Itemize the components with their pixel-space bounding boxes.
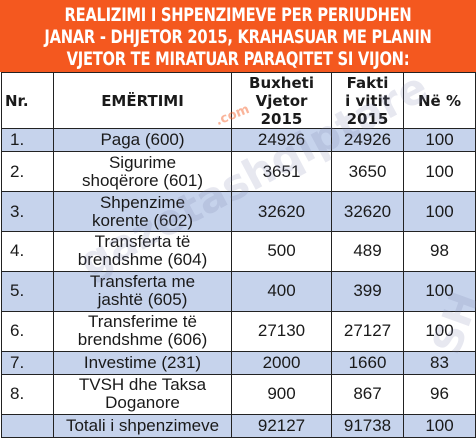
row-budget: 2000 xyxy=(231,350,332,375)
row-budget: 27130 xyxy=(231,310,332,352)
header-fact-line-2: i vitit xyxy=(345,91,390,110)
row-name-line-1: TVSH dhe Taksa xyxy=(78,375,207,395)
row-name: Shpenzime korente (602) xyxy=(53,191,232,232)
header-fact-line-1: Fakti xyxy=(346,73,389,92)
row-name-line-2: jashtë (605) xyxy=(97,290,188,310)
row-percent: 100 xyxy=(403,191,476,232)
expenses-table: Nr. EMËRTIMI Buxheti Vjetor 2015 Fakti i… xyxy=(1,72,476,439)
row-name: Transferta me jashtë (605) xyxy=(53,270,232,312)
row-name-line-2: Doganore xyxy=(105,393,180,413)
row-name-line-1: Shpenzime xyxy=(99,192,186,212)
header-percent: Në % xyxy=(403,72,476,129)
row-nr: 7. xyxy=(1,350,54,375)
header-fact-line-3: 2015 xyxy=(346,109,389,128)
row-percent: 98 xyxy=(403,230,476,272)
header-fact: Fakti i vitit 2015 xyxy=(331,72,404,129)
header-nr: Nr. xyxy=(1,72,54,129)
row-nr: 3. xyxy=(1,191,54,232)
row-name-line-1: Paga (600) xyxy=(100,130,185,150)
row-name: Transferta të brendshme (604) xyxy=(53,230,232,272)
row-budget: 32620 xyxy=(231,191,332,232)
row-name-line-2: shoqërore (601) xyxy=(82,170,203,190)
row-name-line-2: korente (602) xyxy=(91,210,194,230)
total-label: Totali i shpenzimeve xyxy=(53,413,232,439)
row-budget: 400 xyxy=(231,270,332,312)
row-name-line-1: Investime (231) xyxy=(83,352,202,372)
row-name-line-1: Sigurime xyxy=(108,152,177,172)
row-name: Paga (600) xyxy=(53,127,232,153)
row-nr: 8. xyxy=(1,373,54,415)
row-budget: 500 xyxy=(231,230,332,272)
table-header-row: Nr. EMËRTIMI Buxheti Vjetor 2015 Fakti i… xyxy=(1,72,476,129)
header-budget-line-1: Buxheti xyxy=(249,73,314,92)
title-line-1: REALIZIMI I SHPENZIMEVE PER PERIUDHEN xyxy=(64,4,412,26)
header-budget-line-2: Vjetor 2015 xyxy=(255,91,308,128)
header-budget: Buxheti Vjetor 2015 xyxy=(231,72,332,129)
row-fact: 489 xyxy=(331,230,404,272)
row-name-line-1: Transferta të xyxy=(94,232,191,252)
row-name-line-1: Transferime të xyxy=(88,312,197,332)
row-percent: 100 xyxy=(403,127,476,153)
row-budget: 24926 xyxy=(231,127,332,153)
row-fact: 27127 xyxy=(331,310,404,352)
row-nr: 5. xyxy=(1,270,54,312)
title-line-2: JANAR - DHJETOR 2015, KRAHASUAR ME PLANI… xyxy=(44,26,432,48)
row-name: Investime (231) xyxy=(53,350,232,375)
row-name-line-2: brendshme (606) xyxy=(77,330,208,350)
total-row: Totali i shpenzimeve 92127 91738 100 xyxy=(1,413,476,439)
table-row: 7. Investime (231) 2000 1660 83 xyxy=(1,350,476,375)
row-fact: 1660 xyxy=(331,350,404,375)
row-name: Sigurime shoqërore (601) xyxy=(53,151,232,193)
row-nr: 4. xyxy=(1,230,54,272)
row-percent: 100 xyxy=(403,270,476,312)
row-fact: 3650 xyxy=(331,151,404,193)
row-budget: 3651 xyxy=(231,151,332,193)
table-row: 3. Shpenzime korente (602) 32620 32620 1… xyxy=(1,191,476,232)
row-fact: 399 xyxy=(331,270,404,312)
table-row: 2. Sigurime shoqërore (601) 3651 3650 10… xyxy=(1,151,476,193)
title-line-3: VJETOR TE MIRATUAR PARAQITET SI VIJON: xyxy=(66,48,410,70)
header-name: EMËRTIMI xyxy=(53,72,232,129)
row-nr: 6. xyxy=(1,310,54,352)
table-row: 4. Transferta të brendshme (604) 500 489… xyxy=(1,230,476,272)
row-name-line-1: Transferta me xyxy=(89,272,196,292)
row-percent: 96 xyxy=(403,373,476,415)
total-fact: 91738 xyxy=(331,413,404,439)
row-name-line-2: brendshme (604) xyxy=(77,250,208,270)
total-nr-cell xyxy=(1,413,54,439)
row-fact: 24926 xyxy=(331,127,404,153)
row-nr: 1. xyxy=(1,127,54,153)
table-row: 6. Transferime të brendshme (606) 27130 … xyxy=(1,310,476,352)
row-name: TVSH dhe Taksa Doganore xyxy=(53,373,232,415)
row-fact: 32620 xyxy=(331,191,404,232)
row-name: Transferime të brendshme (606) xyxy=(53,310,232,352)
row-nr: 2. xyxy=(1,151,54,193)
table-row: 5. Transferta me jashtë (605) 400 399 10… xyxy=(1,270,476,312)
table-row: 8. TVSH dhe Taksa Doganore 900 867 96 xyxy=(1,373,476,415)
title-banner: REALIZIMI I SHPENZIMEVE PER PERIUDHEN JA… xyxy=(0,0,476,72)
row-fact: 867 xyxy=(331,373,404,415)
row-percent: 100 xyxy=(403,151,476,193)
row-percent: 83 xyxy=(403,350,476,375)
row-budget: 900 xyxy=(231,373,332,415)
total-percent: 100 xyxy=(403,413,476,439)
total-budget: 92127 xyxy=(231,413,332,439)
row-percent: 100 xyxy=(403,310,476,352)
table-row: 1. Paga (600) 24926 24926 100 xyxy=(1,127,476,153)
